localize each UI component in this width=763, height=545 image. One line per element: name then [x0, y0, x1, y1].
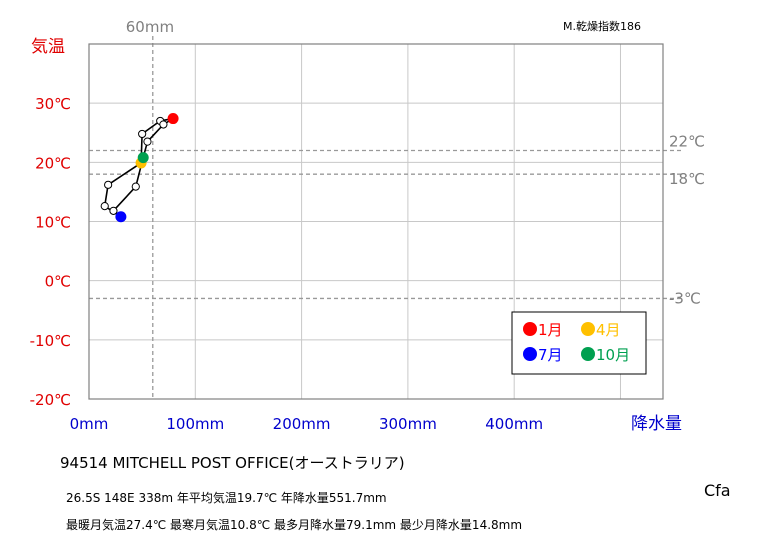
climate-class: Cfa: [704, 481, 731, 500]
y-tick-label: -20℃: [30, 391, 71, 409]
y-tick-label: 20℃: [35, 154, 71, 172]
legend-box: [511, 311, 647, 375]
station-summary-1: 26.5S 148E 338m 年平均気温19.7℃ 年降水量551.7mm: [66, 491, 387, 505]
reference-label: 22℃: [669, 133, 705, 151]
y-axis-label: 気温: [31, 37, 65, 57]
month-point-7: [115, 211, 127, 223]
month-point-6: [100, 202, 109, 211]
dryness-index: M.乾燥指数186: [563, 20, 641, 33]
plot-border: [88, 43, 664, 400]
x-axis-label: 降水量: [631, 414, 682, 434]
month-point-11: [143, 137, 152, 146]
legend-label: 10月: [596, 346, 630, 364]
month-point-9: [131, 182, 140, 191]
y-tick-label: -10℃: [30, 332, 71, 350]
x-tick-label: 300mm: [379, 415, 437, 433]
legend-label: 1月: [538, 321, 563, 339]
legend-label: 7月: [538, 346, 563, 364]
y-tick-label: 10℃: [35, 214, 71, 232]
month-point-1: [167, 113, 179, 125]
station-summary-2: 最暖月気温27.4℃ 最寒月気温10.8℃ 最多月降水量79.1mm 最少月降水…: [66, 518, 523, 532]
month-point-5: [104, 180, 113, 189]
reference-label: 60mm: [126, 18, 174, 36]
legend-marker: [581, 347, 595, 361]
legend-marker: [523, 322, 537, 336]
y-tick-label: 30℃: [35, 95, 71, 113]
month-point-8: [109, 206, 118, 215]
x-tick-label: 100mm: [166, 415, 224, 433]
x-tick-label: 200mm: [273, 415, 331, 433]
reference-label: -3℃: [669, 289, 701, 307]
x-tick-label: 0mm: [70, 415, 109, 433]
month-point-10: [137, 152, 149, 164]
reference-label: 18℃: [669, 170, 705, 188]
month-point-3: [138, 129, 147, 139]
legend-marker: [523, 347, 537, 361]
x-tick-label: 400mm: [485, 415, 543, 433]
legend-label: 4月: [596, 321, 621, 339]
station-name: 94514 MITCHELL POST OFFICE(オーストラリア): [60, 454, 405, 472]
month-point-12: [159, 120, 168, 129]
y-tick-label: 0℃: [45, 273, 71, 291]
legend-marker: [581, 322, 595, 336]
